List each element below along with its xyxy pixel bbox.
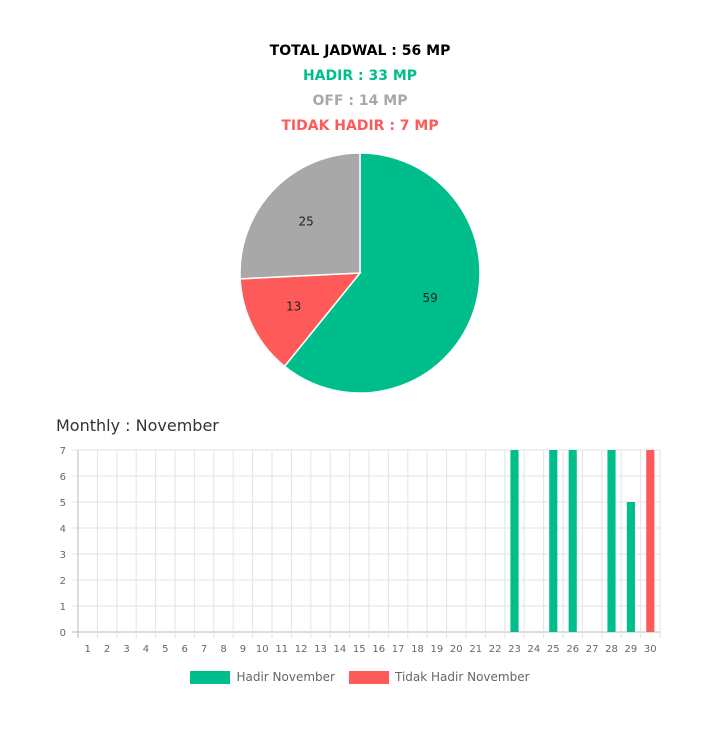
- legend-label-hadir: Hadir November: [236, 670, 335, 684]
- legend-swatch-tidak-hadir: [348, 670, 389, 684]
- x-tick-label: 6: [182, 644, 188, 655]
- x-tick-label: 23: [508, 644, 521, 655]
- x-tick-label: 27: [586, 644, 599, 655]
- x-tick-label: 24: [528, 644, 541, 655]
- pie-slice-1[interactable]: [239, 272, 362, 368]
- y-tick-label: 1: [60, 602, 66, 613]
- x-tick-label: 4: [143, 644, 149, 655]
- x-tick-label: 15: [353, 644, 366, 655]
- x-tick-label: 17: [392, 644, 405, 655]
- x-tick-label: 1: [85, 644, 91, 655]
- legend-item-hadir[interactable]: Hadir November: [190, 670, 335, 684]
- legend-item-tidak-hadir[interactable]: Tidak Hadir November: [348, 670, 530, 684]
- x-tick-label: 20: [450, 644, 463, 655]
- y-tick-label: 6: [60, 472, 66, 483]
- x-tick-label: 12: [295, 644, 308, 655]
- x-tick-label: 13: [314, 644, 327, 655]
- legend-swatch-hadir: [190, 670, 231, 684]
- pie-slice-label-2: 25: [298, 215, 313, 229]
- y-tick-label: 2: [60, 576, 66, 587]
- x-tick-label: 3: [123, 644, 129, 655]
- x-tick-label: 5: [162, 644, 168, 655]
- x-tick-label: 9: [240, 644, 246, 655]
- pie-slice-label-1: 13: [286, 300, 301, 314]
- x-tick-label: 19: [431, 644, 444, 655]
- x-tick-label: 28: [605, 644, 618, 655]
- x-tick-label: 18: [411, 644, 424, 655]
- y-tick-label: 4: [60, 524, 66, 535]
- bar-hadir-25[interactable]: [549, 450, 558, 632]
- y-tick-label: 3: [60, 550, 66, 561]
- x-tick-label: 7: [201, 644, 207, 655]
- summary-total: TOTAL JADWAL : 56 MP: [269, 43, 451, 59]
- x-tick-label: 25: [547, 644, 560, 655]
- y-tick-label: 0: [60, 628, 66, 639]
- bar-tidak-hadir-30[interactable]: [646, 450, 655, 632]
- bar-hadir-26[interactable]: [568, 450, 577, 632]
- bar-hadir-29[interactable]: [626, 502, 635, 632]
- x-tick-label: 8: [220, 644, 226, 655]
- x-tick-label: 29: [625, 644, 638, 655]
- y-tick-label: 5: [60, 498, 66, 509]
- x-tick-label: 2: [104, 644, 110, 655]
- pie-slice-label-0: 59: [422, 291, 437, 305]
- x-tick-label: 16: [372, 644, 385, 655]
- summary-hadir: HADIR : 33 MP: [302, 68, 418, 84]
- x-tick-label: 14: [334, 644, 347, 655]
- x-tick-label: 11: [275, 644, 288, 655]
- summary-tidak-hadir: TIDAK HADIR : 7 MP: [281, 118, 439, 134]
- x-tick-label: 30: [644, 644, 657, 655]
- x-tick-label: 26: [566, 644, 579, 655]
- bar-hadir-28[interactable]: [607, 450, 616, 632]
- bar-hadir-23[interactable]: [510, 450, 519, 632]
- monthly-title: Monthly : November: [56, 416, 219, 435]
- x-tick-label: 10: [256, 644, 269, 655]
- legend-label-tidak-hadir: Tidak Hadir November: [394, 670, 530, 684]
- x-tick-label: 21: [469, 644, 482, 655]
- pie-slice-0[interactable]: [283, 152, 481, 394]
- pie-slice-2[interactable]: [239, 152, 361, 280]
- summary-off: OFF : 14 MP: [312, 93, 408, 109]
- bar-legend: Hadir November Tidak Hadir November: [0, 670, 720, 684]
- pie-chart: 59 13 25: [239, 152, 481, 394]
- y-tick-label: 7: [60, 446, 66, 457]
- x-tick-label: 22: [489, 644, 502, 655]
